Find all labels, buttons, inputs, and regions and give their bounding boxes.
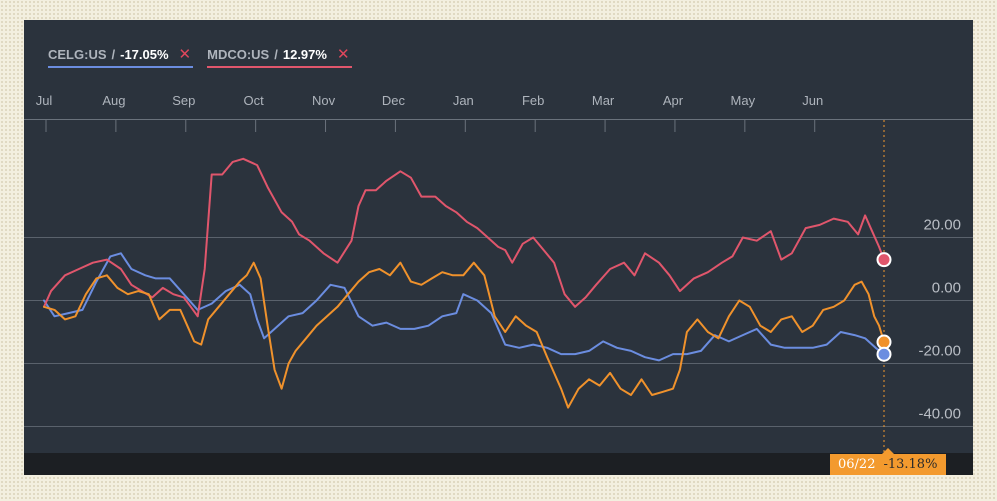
timeline-bar[interactable] bbox=[24, 453, 973, 475]
x-tick-label: Jun bbox=[802, 93, 823, 108]
legend: CELG:US / -17.05% ✕ MDCO:US / 12.97% ✕ bbox=[48, 44, 352, 68]
legend-separator: / bbox=[111, 46, 116, 62]
x-tick-label: May bbox=[731, 93, 756, 108]
x-tick-label: Jul bbox=[36, 93, 53, 108]
crosshair-value: -13.18% bbox=[883, 457, 938, 472]
legend-change: 12.97% bbox=[282, 46, 327, 62]
x-tick-label: Sep bbox=[172, 93, 195, 108]
series-line-1[interactable] bbox=[43, 157, 885, 318]
crosshair-badge: 06/22 -13.18% bbox=[830, 448, 947, 475]
y-tick-label: -20.00 bbox=[918, 343, 961, 360]
legend-ticker: MDCO:US bbox=[207, 46, 270, 62]
x-tick-label: Feb bbox=[522, 93, 544, 108]
series-line-2[interactable] bbox=[43, 261, 885, 409]
legend-change: -17.05% bbox=[120, 46, 169, 62]
x-tick-label: Apr bbox=[663, 93, 684, 108]
x-tick-label: Mar bbox=[592, 93, 615, 108]
series-end-point[interactable] bbox=[876, 252, 892, 268]
legend-ticker: CELG:US bbox=[48, 46, 107, 62]
series-end-point[interactable] bbox=[876, 334, 892, 350]
x-tick-label: Aug bbox=[102, 93, 125, 108]
chart-panel: Jul Aug Sep Oct Nov Dec Jan Feb Mar Apr May Jun 20.0… bbox=[24, 20, 973, 475]
y-tick-label: -40.00 bbox=[918, 406, 961, 423]
crosshair-date: 06/22 bbox=[838, 457, 876, 472]
remove-series-icon[interactable]: ✕ bbox=[178, 46, 192, 63]
x-tick-label: Nov bbox=[312, 93, 336, 108]
legend-item-mdco[interactable]: MDCO:US / 12.97% ✕ bbox=[207, 44, 352, 68]
remove-series-icon[interactable]: ✕ bbox=[336, 46, 350, 63]
line-chart[interactable]: Jul Aug Sep Oct Nov Dec Jan Feb Mar Apr May Jun 20.0… bbox=[24, 20, 973, 453]
legend-separator: / bbox=[274, 46, 278, 62]
series-line-0[interactable] bbox=[43, 252, 885, 362]
y-tick-label: 0.00 bbox=[932, 280, 961, 297]
series-end-point[interactable] bbox=[876, 346, 892, 362]
legend-item-celg[interactable]: CELG:US / -17.05% ✕ bbox=[48, 44, 194, 68]
x-tick-label: Oct bbox=[244, 93, 265, 108]
y-tick-label: 20.00 bbox=[923, 217, 961, 234]
x-tick-label: Jan bbox=[453, 93, 474, 108]
x-tick-label: Dec bbox=[382, 93, 406, 108]
